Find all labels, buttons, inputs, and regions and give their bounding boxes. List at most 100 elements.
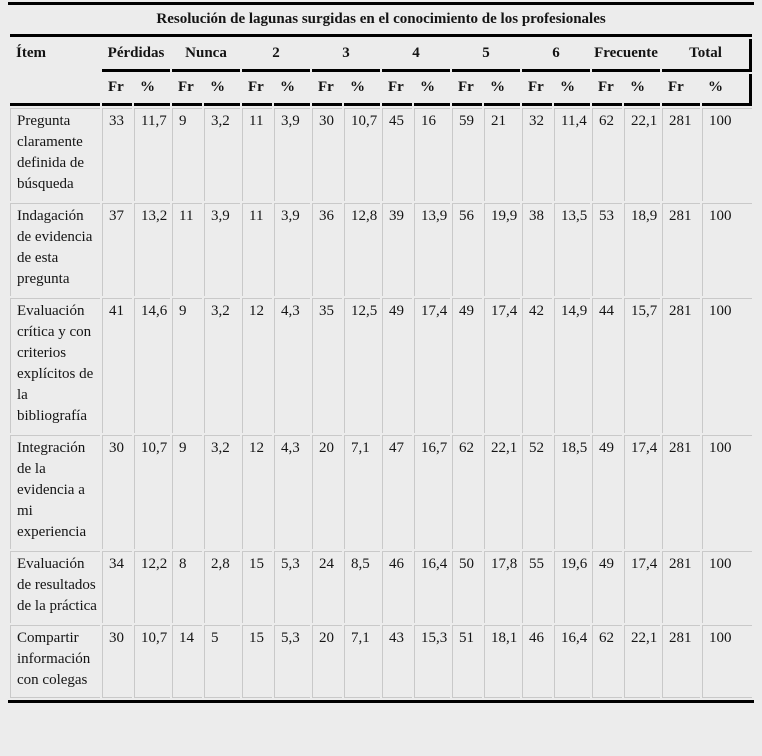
table-cell: 11 [242, 203, 272, 296]
table-cell: 49 [382, 298, 412, 433]
table-cell: 15,7 [624, 298, 660, 433]
table-container: Resolución de lagunas surgidas en el con… [8, 2, 755, 703]
table-title: Resolución de lagunas surgidas en el con… [10, 7, 753, 37]
table-cell: 22,1 [624, 625, 660, 698]
table-cell: 8 [172, 551, 202, 623]
table-cell: 17,4 [624, 435, 660, 549]
table-cell: 17,4 [414, 298, 450, 433]
table-row: Indagación de evidencia de esta pregunta… [10, 203, 753, 296]
table-cell: 24 [312, 551, 342, 623]
table-cell: 3,9 [204, 203, 240, 296]
table-cell: 14 [172, 625, 202, 698]
table-cell: 38 [522, 203, 552, 296]
table-cell: 16,7 [414, 435, 450, 549]
subcolumn-header-pct: % [344, 74, 380, 106]
table-cell: 18,1 [484, 625, 520, 698]
table-cell: 12 [242, 298, 272, 433]
table-cell: 13,5 [554, 203, 590, 296]
row-item-label: Pregunta claramente definida de búsqueda [10, 108, 100, 201]
table-cell: 49 [592, 435, 622, 549]
table-cell: 14,9 [554, 298, 590, 433]
column-group-header-4: 4 [382, 39, 450, 72]
column-group-header-frecuente: Frecuente [592, 39, 660, 72]
sub-header-row: Fr % Fr % Fr % Fr % Fr % Fr % Fr % Fr % … [10, 74, 753, 106]
column-group-header-perdidas: Pérdidas [102, 39, 170, 72]
table-cell: 4,3 [274, 298, 310, 433]
table-row: Evaluación crítica y con criterios explí… [10, 298, 753, 433]
table-cell: 46 [522, 625, 552, 698]
table-cell: 5 [204, 625, 240, 698]
table-cell: 18,9 [624, 203, 660, 296]
subcolumn-header-pct: % [702, 74, 753, 106]
subcolumn-header-fr: Fr [662, 74, 700, 106]
table-cell: 11 [172, 203, 202, 296]
table-cell: 281 [662, 625, 700, 698]
row-item-label: Compartir información con colegas [10, 625, 100, 698]
table-cell: 49 [592, 551, 622, 623]
table-cell: 18,5 [554, 435, 590, 549]
table-cell: 281 [662, 298, 700, 433]
column-group-header-total: Total [662, 39, 753, 72]
subcolumn-header-pct: % [624, 74, 660, 106]
subcolumn-header-fr: Fr [312, 74, 342, 106]
row-item-label: Evaluación de resultados de la práctica [10, 551, 100, 623]
table-row: Pregunta claramente definida de búsqueda… [10, 108, 753, 201]
column-group-header-6: 6 [522, 39, 590, 72]
table-cell: 42 [522, 298, 552, 433]
table-cell: 100 [702, 203, 753, 296]
table-cell: 12,5 [344, 298, 380, 433]
subcolumn-header-pct: % [204, 74, 240, 106]
table-row: Integración de la evidencia a mi experie… [10, 435, 753, 549]
table-cell: 11,4 [554, 108, 590, 201]
subcolumn-header-pct: % [134, 74, 170, 106]
table-cell: 34 [102, 551, 132, 623]
table-cell: 14,6 [134, 298, 170, 433]
table-cell: 17,4 [484, 298, 520, 433]
subcolumn-header-fr: Fr [242, 74, 272, 106]
table-cell: 20 [312, 625, 342, 698]
subcolumn-header-pct: % [274, 74, 310, 106]
table-cell: 41 [102, 298, 132, 433]
group-header-row: Ítem Pérdidas Nunca 2 3 4 5 6 Frecuente … [10, 39, 753, 106]
table-cell: 62 [592, 108, 622, 201]
table-cell: 13,2 [134, 203, 170, 296]
subcolumn-header-fr: Fr [452, 74, 482, 106]
table-cell: 100 [702, 625, 753, 698]
table-row: Compartir información con colegas 30 10,… [10, 625, 753, 698]
table-cell: 15,3 [414, 625, 450, 698]
table-cell: 36 [312, 203, 342, 296]
row-item-label: Evaluación crítica y con criterios explí… [10, 298, 100, 433]
table-cell: 10,7 [344, 108, 380, 201]
table-cell: 62 [452, 435, 482, 549]
table-cell: 62 [592, 625, 622, 698]
table-cell: 100 [702, 551, 753, 623]
table-cell: 3,2 [204, 435, 240, 549]
subcolumn-header-pct: % [414, 74, 450, 106]
table-cell: 39 [382, 203, 412, 296]
table-cell: 22,1 [624, 108, 660, 201]
table-cell: 30 [102, 435, 132, 549]
table-cell: 30 [102, 625, 132, 698]
table-cell: 281 [662, 551, 700, 623]
table-cell: 12,2 [134, 551, 170, 623]
subcolumn-header-fr: Fr [522, 74, 552, 106]
table-cell: 53 [592, 203, 622, 296]
table-cell: 281 [662, 435, 700, 549]
table-cell: 47 [382, 435, 412, 549]
table-cell: 55 [522, 551, 552, 623]
table-cell: 37 [102, 203, 132, 296]
table-cell: 52 [522, 435, 552, 549]
table-cell: 9 [172, 435, 202, 549]
table-cell: 7,1 [344, 435, 380, 549]
table-cell: 10,7 [134, 435, 170, 549]
table-cell: 13,9 [414, 203, 450, 296]
table-cell: 3,9 [274, 108, 310, 201]
table-cell: 43 [382, 625, 412, 698]
subcolumn-header-fr: Fr [172, 74, 202, 106]
table-cell: 11,7 [134, 108, 170, 201]
table-cell: 9 [172, 298, 202, 433]
table-row: Evaluación de resultados de la práctica … [10, 551, 753, 623]
table-cell: 30 [312, 108, 342, 201]
row-item-label: Indagación de evidencia de esta pregunta [10, 203, 100, 296]
table-cell: 49 [452, 298, 482, 433]
